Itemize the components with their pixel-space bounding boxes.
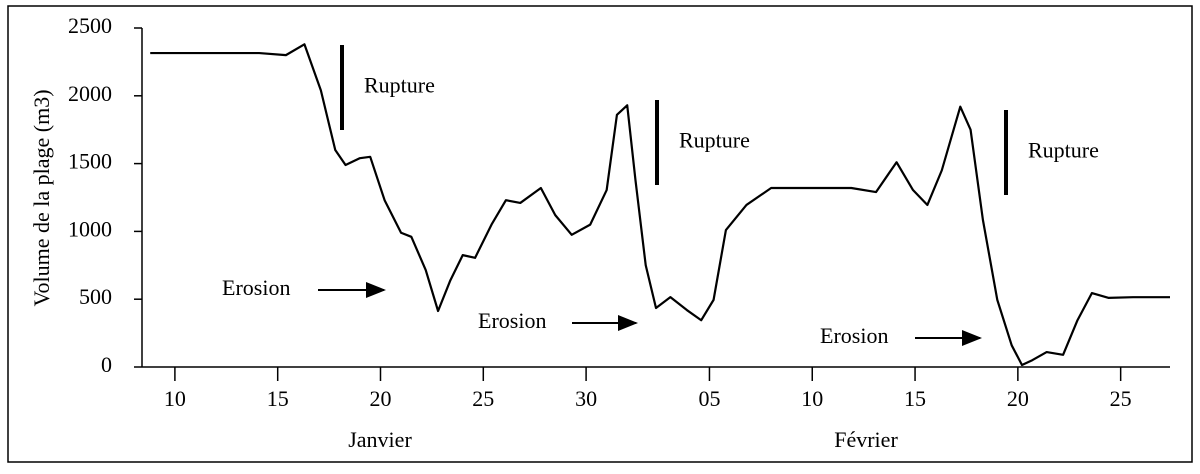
rupture-label: Rupture xyxy=(1028,138,1099,163)
y-tick-label: 2000 xyxy=(68,81,112,106)
y-tick-label: 1500 xyxy=(68,149,112,174)
x-tick-label: 25 xyxy=(472,386,494,411)
month-label: Février xyxy=(834,427,898,452)
x-tick-label: 25 xyxy=(1110,386,1132,411)
y-tick-label: 2500 xyxy=(68,13,112,38)
erosion-label: Erosion xyxy=(222,275,290,300)
erosion-label: Erosion xyxy=(478,308,546,333)
y-tick-label: 500 xyxy=(79,284,112,309)
y-tick-label: 0 xyxy=(101,352,112,377)
x-tick-label: 05 xyxy=(698,386,720,411)
x-tick-label: 20 xyxy=(369,386,391,411)
x-tick-label: 15 xyxy=(267,386,289,411)
month-label: Janvier xyxy=(348,427,412,452)
y-axis-label: Volume de la plage (m3) xyxy=(29,89,54,306)
frame xyxy=(7,5,1193,463)
x-tick-label: 10 xyxy=(164,386,186,411)
y-tick-label: 1000 xyxy=(68,216,112,241)
rupture-label: Rupture xyxy=(364,73,435,98)
x-tick-label: 20 xyxy=(1007,386,1029,411)
data-line xyxy=(150,43,1170,367)
x-tick-label: 15 xyxy=(904,386,926,411)
rupture-label: Rupture xyxy=(679,128,750,153)
x-tick-label: 10 xyxy=(801,386,823,411)
x-tick-label: 30 xyxy=(575,386,597,411)
erosion-label: Erosion xyxy=(820,323,888,348)
